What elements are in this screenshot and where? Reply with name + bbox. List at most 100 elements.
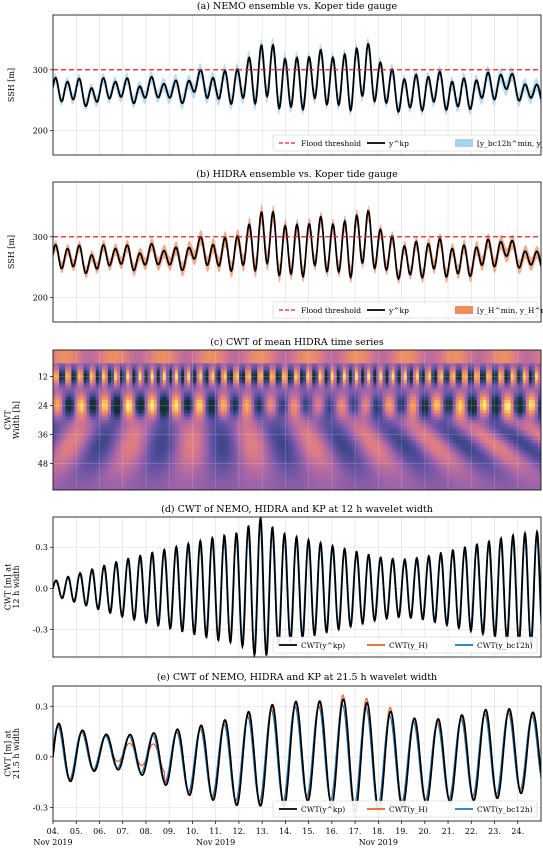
heatmap-cell xyxy=(251,416,255,421)
heatmap-cell xyxy=(95,386,100,391)
heatmap-cell xyxy=(336,363,341,368)
heatmap-cell xyxy=(193,383,197,388)
heatmap-cell xyxy=(306,400,310,404)
heatmap-cell xyxy=(470,353,475,358)
heatmap-cell xyxy=(190,416,194,421)
heatmap-cell xyxy=(367,363,371,368)
heatmap-cell xyxy=(528,430,533,434)
heatmap-cell xyxy=(400,400,405,404)
heatmap-cell xyxy=(107,373,112,378)
heatmap-cell xyxy=(187,446,191,451)
heatmap-cell xyxy=(65,443,69,448)
heatmap-cell xyxy=(498,413,502,418)
heatmap-cell xyxy=(409,423,414,428)
heatmap-cell xyxy=(59,410,63,414)
heatmap-cell xyxy=(513,393,518,398)
heatmap-cell xyxy=(513,373,518,378)
heatmap-cell xyxy=(168,430,173,434)
heatmap-cell xyxy=(120,366,124,371)
heatmap-cell xyxy=(120,430,124,434)
heatmap-cell xyxy=(104,370,109,374)
heatmap-cell xyxy=(242,433,246,438)
heatmap-cell xyxy=(415,390,420,394)
heatmap-cell xyxy=(242,396,246,401)
heatmap-cell xyxy=(306,413,310,418)
heatmap-cell xyxy=(251,433,255,438)
heatmap-cell xyxy=(339,400,344,404)
heatmap-cell xyxy=(147,440,152,444)
heatmap-cell xyxy=(184,356,188,361)
heatmap-cell xyxy=(489,373,493,378)
heatmap-cell xyxy=(516,393,521,398)
heatmap-cell xyxy=(150,393,155,398)
heatmap-cell xyxy=(483,383,487,388)
heatmap-cell xyxy=(266,446,271,451)
heatmap-cell xyxy=(89,423,94,428)
heatmap-cell xyxy=(281,440,286,444)
heatmap-cell xyxy=(178,383,182,388)
heatmap-cell xyxy=(220,393,225,398)
heatmap-cell xyxy=(138,423,143,428)
heatmap-cell xyxy=(534,426,539,431)
heatmap-cell xyxy=(519,376,524,381)
heatmap-cell xyxy=(242,436,246,441)
heatmap-cell xyxy=(77,366,82,371)
heatmap-cell xyxy=(257,426,261,431)
heatmap-cell xyxy=(354,396,359,401)
heatmap-cell xyxy=(358,413,362,418)
heatmap-cell xyxy=(245,396,249,401)
heatmap-cell xyxy=(537,370,541,374)
plot-area xyxy=(53,37,541,117)
heatmap-cell xyxy=(293,376,298,381)
heatmap-cell xyxy=(162,416,167,421)
heatmap-cell xyxy=(434,406,438,411)
heatmap-cell xyxy=(303,443,307,448)
heatmap-cell xyxy=(101,416,106,421)
heatmap-cell xyxy=(300,396,304,401)
heatmap-cell xyxy=(336,386,341,391)
heatmap-cell xyxy=(86,366,91,371)
heatmap-cell xyxy=(214,436,219,441)
heatmap-cell xyxy=(370,443,374,448)
heatmap-cell xyxy=(534,420,539,424)
heatmap-cell xyxy=(129,366,133,371)
heatmap-cell xyxy=(321,450,326,454)
heatmap-cell xyxy=(162,446,167,451)
heatmap-cell xyxy=(480,390,484,394)
heatmap-cell xyxy=(425,420,429,424)
heatmap-cell xyxy=(226,446,231,451)
heatmap-cell xyxy=(455,413,460,418)
heatmap-cell xyxy=(159,393,164,398)
heatmap-cell xyxy=(281,436,286,441)
heatmap-cell xyxy=(269,390,274,394)
heatmap-cell xyxy=(92,416,97,421)
heatmap-cell xyxy=(284,386,289,391)
heatmap-cell xyxy=(403,416,408,421)
heatmap-cell xyxy=(510,396,515,401)
heatmap-cell xyxy=(528,440,533,444)
heatmap-cell xyxy=(281,443,286,448)
heatmap-cell xyxy=(168,380,173,384)
heatmap-cell xyxy=(300,450,304,454)
heatmap-cell xyxy=(232,360,237,364)
heatmap-cell xyxy=(229,393,234,398)
heatmap-cell xyxy=(95,393,100,398)
heatmap-cell xyxy=(53,433,57,438)
heatmap-cell xyxy=(251,450,255,454)
heatmap-cell xyxy=(342,363,347,368)
heatmap-cell xyxy=(199,416,204,421)
heatmap-cell xyxy=(437,390,441,394)
heatmap-cell xyxy=(473,370,478,374)
heatmap-cell xyxy=(464,360,469,364)
heatmap-cell xyxy=(165,360,170,364)
heatmap-cell xyxy=(293,393,298,398)
heatmap-cell xyxy=(354,426,359,431)
heatmap-cell xyxy=(53,360,57,364)
heatmap-cell xyxy=(458,376,463,381)
heatmap-cell xyxy=(187,400,191,404)
heatmap-cell xyxy=(275,400,280,404)
heatmap-cell xyxy=(455,423,460,428)
heatmap-cell xyxy=(348,430,353,434)
heatmap-cell xyxy=(534,423,539,428)
heatmap-cell xyxy=(162,413,167,418)
